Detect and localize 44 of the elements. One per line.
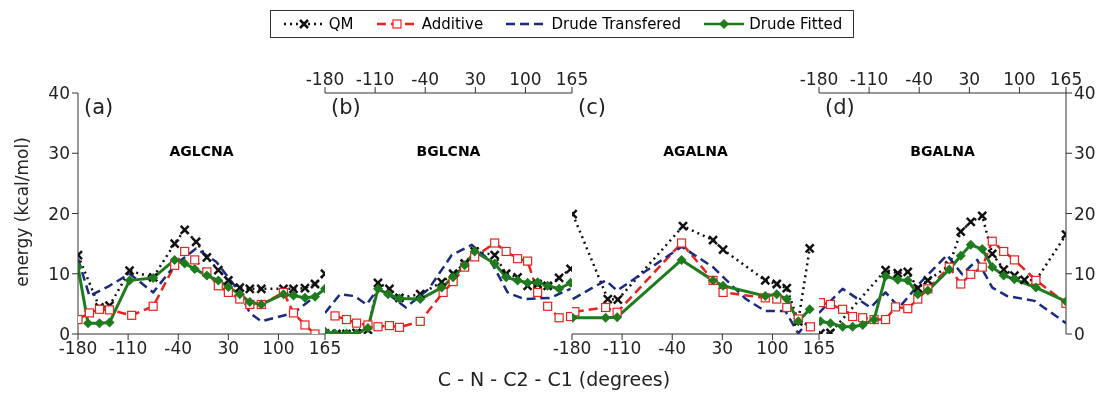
legend-label: Additive bbox=[421, 15, 484, 33]
text: AGALNA bbox=[662, 143, 729, 159]
x-axis-title: C - N - C2 - C1 (degrees) bbox=[436, 368, 672, 390]
x-tick-label: -110 bbox=[849, 69, 889, 89]
y-axis-title: energy (kcal/mol) bbox=[12, 135, 32, 289]
x-tick-label: 100 bbox=[1003, 69, 1036, 89]
x-tick-label: 30 bbox=[464, 69, 487, 89]
x-tick-label: 165 bbox=[802, 338, 836, 359]
x-tick-label: 100 bbox=[509, 69, 542, 89]
x-tick-label: -40 bbox=[905, 69, 934, 89]
y-tick-label: 40 bbox=[48, 83, 70, 104]
x-tick-label: 165 bbox=[308, 338, 342, 359]
x-tick-label: 30 bbox=[217, 338, 240, 359]
x-tick-label: -110 bbox=[355, 69, 395, 89]
x-tick-label: -180 bbox=[305, 69, 345, 89]
annotation: (d) bbox=[825, 95, 855, 119]
legend-label: Drude Transfered bbox=[551, 15, 681, 33]
y-tick-label: 30 bbox=[48, 143, 70, 164]
legend-label: QM bbox=[328, 15, 354, 33]
annotation: (c) bbox=[578, 95, 606, 119]
text: BGALNA bbox=[909, 143, 976, 159]
y-tick-label: 0 bbox=[1074, 324, 1085, 345]
x-tick-label: -40 bbox=[411, 69, 440, 89]
text: BGLCNA bbox=[415, 143, 482, 159]
x-tick-label: -110 bbox=[108, 338, 148, 359]
annotation: (b) bbox=[331, 95, 361, 119]
x-tick-label: 30 bbox=[958, 69, 981, 89]
y-tick-label: 10 bbox=[48, 263, 70, 284]
y-tick-label: 20 bbox=[1074, 203, 1096, 224]
y-tick-label: 30 bbox=[1074, 143, 1096, 164]
x-tick-label: 100 bbox=[756, 338, 789, 359]
y-tick-label: 20 bbox=[48, 203, 70, 224]
x-tick-label: -40 bbox=[164, 338, 193, 359]
x-tick-label: -180 bbox=[552, 338, 592, 359]
x-tick-label: -40 bbox=[658, 338, 687, 359]
x-tick-label: -180 bbox=[799, 69, 839, 89]
x-tick-label: -110 bbox=[602, 338, 642, 359]
annotation: (a) bbox=[84, 95, 114, 119]
x-tick-label: 165 bbox=[555, 69, 589, 89]
y-tick-label: 10 bbox=[1074, 263, 1096, 284]
x-tick-label: 100 bbox=[262, 338, 295, 359]
text: AGLCNA bbox=[168, 143, 235, 159]
legend-label: Drude Fitted bbox=[749, 15, 843, 33]
x-tick-label: 30 bbox=[711, 338, 734, 359]
